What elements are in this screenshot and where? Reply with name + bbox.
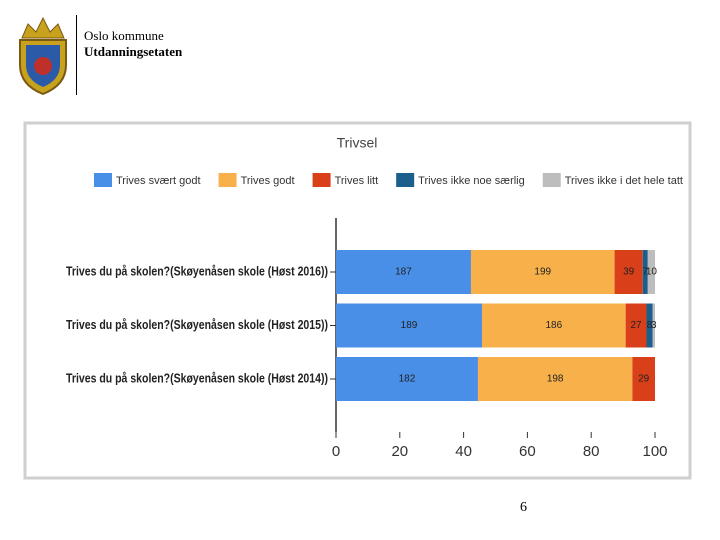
data-label: 27	[631, 320, 643, 331]
bar-segment	[336, 357, 478, 401]
data-label: 187	[395, 267, 412, 278]
x-tick-label: 100	[642, 443, 667, 460]
data-label: 199	[534, 267, 551, 278]
data-label: 189	[401, 320, 418, 331]
data-label: 3	[651, 320, 657, 331]
chart-frame	[23, 121, 692, 480]
legend-label: Trives ikke noe særlig	[418, 175, 525, 187]
bar-segment	[642, 250, 648, 294]
bar-segment	[652, 303, 655, 348]
x-tick-label: 80	[583, 443, 600, 460]
bar-segment	[646, 303, 653, 348]
y-tick-label: Trives du på skolen?(Skøyenåsen skole (H…	[66, 370, 328, 385]
legend-swatch	[396, 173, 415, 187]
legend-label: Trives svært godt	[116, 175, 201, 187]
data-label: 186	[545, 320, 562, 331]
bar-segment	[481, 303, 626, 348]
legend-swatch	[218, 173, 237, 187]
legend-label: Trives litt	[335, 175, 379, 187]
x-tick-label: 40	[455, 443, 472, 460]
organization: Oslo kommune	[84, 28, 164, 43]
bar-segment	[632, 357, 655, 401]
data-label: 29	[638, 374, 650, 385]
bar-segment	[336, 303, 482, 348]
bar-segment	[336, 250, 471, 294]
legend-label: Trives godt	[241, 175, 295, 187]
x-tick-label: 20	[391, 443, 408, 460]
data-label: 39	[623, 267, 635, 278]
legend-swatch	[312, 173, 331, 187]
legend-swatch	[542, 173, 561, 187]
data-label: 182	[399, 374, 416, 385]
divider	[76, 15, 77, 95]
data-label: 7	[642, 267, 648, 278]
x-tick-label: 60	[519, 443, 536, 460]
legend-label: Trives ikke i det hele tatt	[565, 175, 683, 187]
legend-swatch	[94, 173, 112, 187]
bar-segment	[614, 250, 643, 294]
data-label: 198	[547, 374, 564, 385]
y-tick-label: Trives du på skolen?(Skøyenåsen skole (H…	[66, 317, 328, 332]
logo	[19, 16, 67, 96]
y-tick-label: Trives du på skolen?(Skøyenåsen skole (H…	[66, 263, 328, 278]
bar-segment	[477, 357, 633, 401]
data-label: 10	[646, 267, 658, 278]
chart-title: Trivsel	[337, 135, 378, 151]
bar-segment	[625, 303, 647, 348]
data-label: 8	[647, 320, 653, 331]
department: Utdanningsetaten	[84, 44, 183, 59]
x-tick-label: 0	[332, 443, 340, 460]
bar-segment	[647, 250, 655, 294]
page-number: 6	[520, 500, 527, 515]
bar-segment	[470, 250, 615, 294]
